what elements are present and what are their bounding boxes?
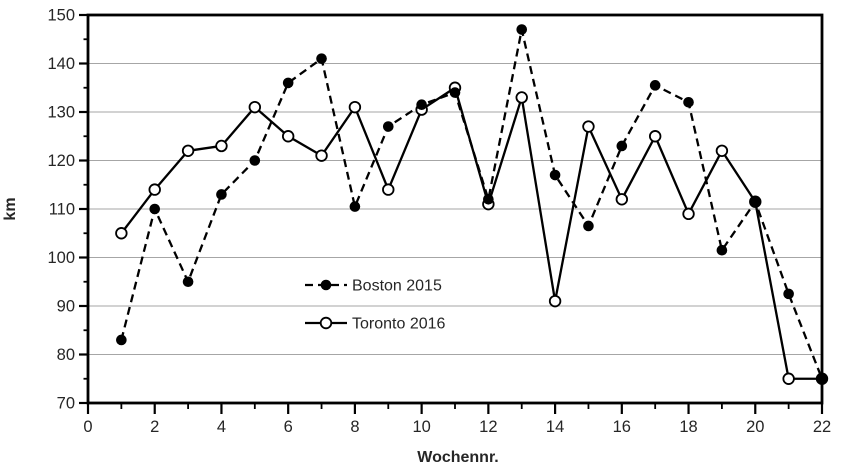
toronto-2016-marker [215,139,228,153]
boston-2015-marker [749,196,761,208]
y-tick-label: 110 [49,201,75,219]
x-tick-label: 14 [546,418,564,436]
x-tick-label: 10 [412,418,430,436]
toronto-2016-marker [348,100,362,114]
toronto-2016-series [115,81,829,385]
x-tick-label: 2 [150,418,159,436]
boston-2015-marker [549,169,561,181]
legend-item: Boston 2015 [305,278,442,295]
toronto-2016-marker [548,294,562,308]
y-tick-label: 130 [47,104,75,122]
toronto-2016-marker [515,91,528,104]
y-tick-label: 100 [47,249,75,267]
legend-swatch-marker [319,316,333,330]
legend-item: Toronto 2016 [305,316,446,333]
legend: Boston 2015 Toronto 2016 [305,278,446,333]
toronto-2016-marker [715,144,729,158]
boston-2015-marker [449,87,461,98]
toronto-2016-marker [582,120,595,133]
y-tick-label: 80 [57,346,75,364]
y-tick-label: 140 [47,55,75,73]
x-tick-label: 4 [217,418,226,436]
boston-2015-marker [382,121,394,132]
toronto-2016-marker [248,100,262,114]
y-axis-title: km [2,197,19,220]
toronto-2016-marker [181,144,195,158]
toronto-2016-marker [648,130,662,143]
x-tick-label: 20 [746,418,764,436]
boston-2015-line [120,28,824,380]
boston-2015-marker [282,77,294,89]
boston-2015-marker [216,189,227,200]
toronto-2016-marker [782,372,795,385]
x-tick-label: 0 [83,418,92,436]
toronto-2016-marker [315,149,328,162]
x-tick-label: 16 [613,418,631,436]
x-tick-label: 18 [679,418,697,436]
x-tick-label: 8 [350,418,359,436]
boston-2015-marker [416,99,427,111]
boston-2015-marker [783,288,794,300]
x-axis-title: Wochennr. [417,449,499,466]
toronto-2016-marker [115,227,128,240]
boston-2015-marker [249,155,261,166]
boston-2015-marker [583,220,594,232]
toronto-2016-marker [281,130,295,143]
boston-2015-marker [116,334,127,346]
legend-label: Toronto 2016 [352,316,446,333]
boston-2015-marker [149,203,161,215]
x-tick-label: 6 [284,418,293,436]
boston-2015-marker [616,140,628,152]
boston-2015-marker [483,194,494,205]
plot-border [86,13,824,405]
toronto-2016-marker [615,193,629,206]
y-tick-label: 90 [57,298,75,316]
toronto-2016-marker [382,183,395,196]
boston-2015-marker [182,276,194,288]
y-tick-label: 70 [57,395,75,413]
boston-2015-marker [316,53,327,64]
boston-2015-marker [716,244,728,256]
y-tick-label: 120 [47,152,75,170]
legend-label: Boston 2015 [352,278,442,295]
toronto-2016-marker [682,207,695,221]
boston-2015-marker [516,24,528,35]
x-tick-label: 12 [479,418,497,436]
toronto-2016-marker [148,183,161,196]
x-tick-label: 22 [813,418,831,436]
boston-2015-marker [649,80,661,91]
y-tick-label: 150 [47,7,75,25]
boston-2015-marker [349,201,361,212]
legend-swatch-marker [320,279,332,291]
boston-2015-series [116,24,828,385]
boston-2015-marker [683,97,694,108]
boston-2015-marker [816,373,828,385]
